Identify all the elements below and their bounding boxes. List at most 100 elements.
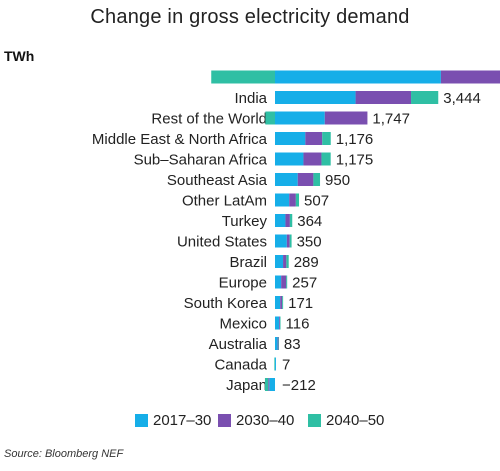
bar-segment [289, 193, 296, 207]
unit-label: TWh [4, 48, 35, 64]
bar-segment [289, 234, 292, 248]
bar-segment [275, 193, 290, 207]
bar-segment [275, 357, 276, 371]
bar-segment [275, 214, 286, 227]
category-label: Canada [214, 357, 267, 374]
value-label: 364 [297, 213, 322, 230]
category-label: Japan [226, 377, 267, 394]
bar-segment [275, 275, 282, 289]
bar-row: Other LatAm 507 [182, 193, 329, 210]
bar-segment [286, 255, 289, 268]
bar-segment [355, 91, 412, 104]
category-label: Brazil [229, 254, 267, 271]
source-note: Source: Bloomberg NEF [4, 448, 124, 460]
legend-label: 2030–40 [236, 412, 295, 429]
bar-segment [286, 275, 288, 289]
bar-segment [211, 70, 275, 84]
legend-item: 2030–40 [218, 412, 294, 429]
value-label: 950 [325, 172, 350, 189]
category-label: Sub–Saharan Africa [134, 152, 268, 169]
bar-segment [275, 296, 281, 309]
category-label: Europe [219, 275, 267, 292]
bar-segment [275, 152, 304, 166]
value-label: 257 [292, 275, 317, 292]
bar-segment [324, 111, 368, 125]
value-label: 507 [304, 193, 329, 210]
value-label: 171 [288, 295, 313, 312]
category-label: Turkey [222, 213, 268, 230]
bar-row: Europe 257 [219, 275, 318, 292]
bar-segment [297, 173, 314, 186]
bar-row: China3,605 [211, 70, 500, 87]
legend-label: 2017–30 [153, 412, 212, 429]
legend-label: 2040–50 [326, 412, 385, 429]
value-label: 1,176 [336, 131, 374, 148]
value-label: 116 [286, 316, 310, 333]
category-label: Australia [209, 336, 268, 353]
bar-row: South Korea 171 [184, 295, 314, 312]
bar-row: Turkey 364 [222, 213, 323, 230]
bar-segment [440, 70, 500, 84]
value-label: 1,175 [336, 152, 374, 169]
category-label: Rest of the World [151, 111, 267, 128]
value-label: 1,747 [372, 111, 410, 128]
legend-item: 2040–50 [308, 412, 384, 429]
bar-segment [313, 173, 321, 186]
category-label: Other LatAm [182, 193, 267, 210]
value-label: 83 [284, 336, 301, 353]
bar-segment [303, 152, 322, 166]
bar-segment [280, 296, 283, 309]
bar-segment [274, 357, 275, 371]
category-label: Middle East & North Africa [92, 131, 268, 148]
legend-swatch [135, 414, 148, 427]
bar-segment [269, 378, 275, 391]
bar-segment [283, 255, 287, 268]
bar-segment [322, 132, 331, 145]
bar-segment [275, 70, 441, 84]
category-label: South Korea [184, 295, 268, 312]
bar-segment [280, 316, 281, 330]
category-label: Southeast Asia [167, 172, 268, 189]
bar-segment [275, 316, 280, 330]
bar-segment [275, 91, 356, 104]
bar-row: Sub–Saharan Africa 1,175 [134, 152, 374, 169]
category-label: India [234, 90, 267, 107]
value-label: 7 [282, 357, 290, 374]
bar-segment [275, 132, 306, 145]
category-label: Mexico [219, 316, 267, 333]
value-label: 3,444 [443, 90, 481, 107]
bar-segment [275, 234, 287, 248]
bar-row: Middle East & North Africa 1,176 [92, 131, 373, 148]
bar-segment [289, 214, 293, 227]
bar-row: Brazil 289 [229, 254, 318, 271]
bar-segment [321, 152, 331, 166]
legend: 2017–30 2030–40 2040–50 [0, 412, 500, 436]
bar-row: Japan −212 [226, 377, 316, 394]
bar-row: India 3,444 [234, 90, 480, 107]
legend-swatch [218, 414, 231, 427]
value-label: −212 [282, 377, 316, 394]
bar-segment [268, 378, 270, 391]
bar-segment [275, 255, 284, 268]
bar-segment [282, 296, 284, 309]
bar-row: Mexico 116 [219, 316, 309, 333]
bar-row: Southeast Asia 950 [167, 172, 350, 189]
bar-segment [275, 337, 278, 350]
bar-row: Canada 7 [214, 357, 290, 374]
bar-segment [411, 91, 439, 104]
legend-swatch [308, 414, 321, 427]
bar-segment [286, 234, 290, 248]
bar-segment [275, 173, 298, 186]
bar-segment [265, 111, 275, 125]
bar-segment [275, 111, 325, 125]
bar-segment [278, 337, 279, 350]
chart-title: Change in gross electricity demand [90, 6, 410, 28]
bar-segment [285, 214, 290, 227]
bar-segment [281, 275, 287, 289]
bar-segment [305, 132, 323, 145]
category-label: United States [177, 234, 267, 251]
bar-row: Australia 83 [209, 336, 301, 353]
bar-segment [295, 193, 300, 207]
value-label: 289 [294, 254, 319, 271]
bar-segment [277, 337, 279, 350]
